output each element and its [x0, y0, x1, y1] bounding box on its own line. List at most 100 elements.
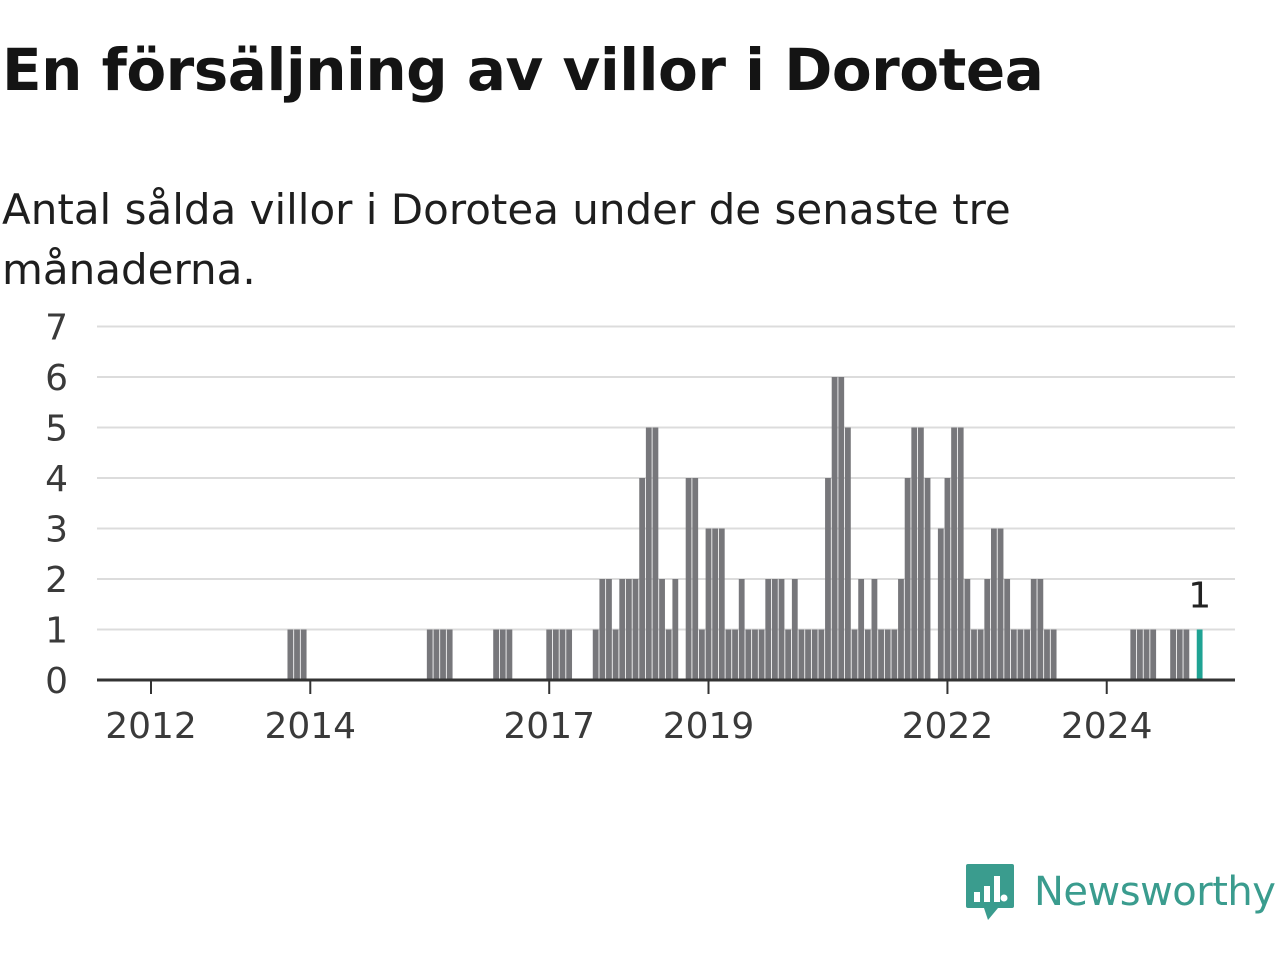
bar — [957, 427, 964, 680]
bar — [552, 629, 559, 680]
bar — [1050, 629, 1057, 680]
bars — [287, 377, 1203, 680]
bar — [738, 579, 745, 680]
bar — [951, 427, 957, 680]
y-tick-label: 1 — [45, 611, 68, 652]
bar — [1037, 579, 1044, 680]
y-tick-label: 3 — [45, 510, 68, 551]
bar — [1150, 629, 1157, 680]
data-labels: 1 — [1188, 576, 1211, 617]
data-label: 1 — [1188, 576, 1211, 617]
bar — [891, 629, 898, 680]
bar — [805, 629, 811, 680]
gridlines — [97, 325, 1235, 631]
bar — [300, 629, 307, 680]
bar — [884, 629, 891, 680]
bar — [1030, 579, 1037, 680]
bar — [1004, 579, 1011, 680]
bar — [878, 629, 884, 680]
chart-title: En försäljning av villor i Dorotea — [2, 36, 1044, 104]
bar — [752, 629, 758, 680]
bar — [612, 629, 619, 680]
bar — [698, 629, 705, 680]
bar — [831, 377, 838, 680]
x-tick-label: 2014 — [264, 706, 356, 747]
bar — [718, 528, 725, 680]
bar — [977, 629, 984, 680]
bar — [825, 478, 831, 680]
newsworthy-logo: Newsworthy — [964, 862, 1276, 922]
bar-chart: 0 1 2 3 4 5 6 7 2012 2014 2017 2019 2022 2024 1 — [45, 308, 1235, 747]
bar — [818, 629, 825, 680]
bar — [1044, 629, 1050, 680]
bar — [1010, 629, 1017, 680]
bar — [851, 629, 858, 680]
bar — [917, 427, 924, 680]
bar — [1130, 629, 1137, 680]
bar — [785, 629, 792, 680]
bar — [898, 579, 904, 680]
x-tick-label: 2022 — [902, 706, 994, 747]
bar-chart-speech-bubble-icon — [966, 864, 1014, 920]
bar — [1137, 629, 1143, 680]
bar — [924, 478, 931, 680]
bar — [566, 629, 573, 680]
bar — [692, 478, 699, 680]
bar — [838, 377, 845, 680]
bar — [625, 579, 632, 680]
x-tick-label: 2019 — [663, 706, 755, 747]
bar — [858, 579, 865, 680]
bar — [672, 579, 679, 680]
bar — [1143, 629, 1150, 680]
bar — [632, 579, 639, 680]
bar — [685, 478, 692, 680]
bar — [811, 629, 818, 680]
bar — [712, 528, 719, 680]
bar — [1170, 629, 1176, 680]
y-tick-label: 6 — [45, 358, 68, 399]
bar — [493, 629, 500, 680]
bar — [798, 629, 805, 680]
bar — [619, 579, 626, 680]
x-tick-label: 2024 — [1061, 706, 1153, 747]
y-tick-label: 2 — [45, 560, 68, 601]
bar — [659, 579, 665, 680]
bar — [971, 629, 977, 680]
bar — [732, 629, 738, 680]
bar — [725, 629, 732, 680]
bar — [665, 629, 672, 680]
bar — [745, 629, 752, 680]
bar — [645, 427, 652, 680]
bar — [499, 629, 506, 680]
bar — [559, 629, 566, 680]
x-tick-label: 2012 — [105, 706, 197, 747]
chart-subtitle: Antal sålda villor i Dorotea under de se… — [2, 185, 1011, 294]
bar — [546, 629, 553, 680]
y-tick-label: 7 — [45, 308, 68, 349]
bar — [758, 629, 765, 680]
highlighted-bar — [1196, 629, 1203, 680]
bar — [871, 579, 878, 680]
bar — [705, 528, 712, 680]
bar — [599, 579, 606, 680]
bar — [592, 629, 599, 680]
bar — [1024, 629, 1030, 680]
bar — [1176, 629, 1183, 680]
bar — [771, 579, 778, 680]
bar — [506, 629, 513, 680]
y-tick-label: 0 — [45, 661, 68, 702]
bar — [997, 528, 1004, 680]
bar — [937, 528, 944, 680]
x-axis-ticks: 2012 2014 2017 2019 2022 2024 — [105, 680, 1153, 747]
bar — [639, 478, 646, 680]
bar — [294, 629, 300, 680]
bar — [864, 629, 871, 680]
bar — [1017, 629, 1024, 680]
bar — [904, 478, 911, 680]
y-tick-label: 4 — [45, 459, 68, 500]
bar — [791, 579, 798, 680]
bar — [433, 629, 440, 680]
bar — [606, 579, 612, 680]
bar — [844, 427, 851, 680]
bar — [911, 427, 918, 680]
